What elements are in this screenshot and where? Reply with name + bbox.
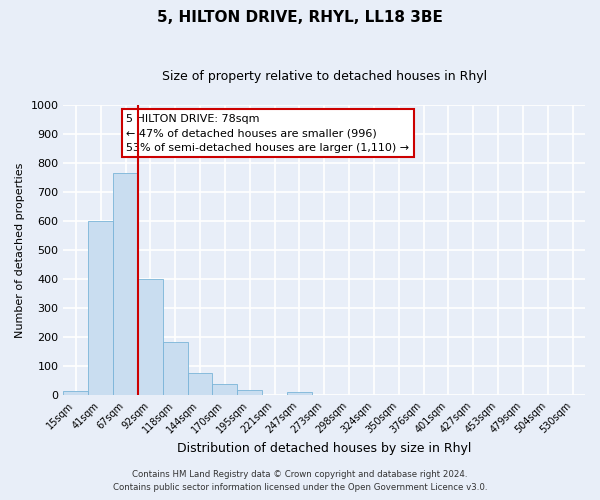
Text: 5, HILTON DRIVE, RHYL, LL18 3BE: 5, HILTON DRIVE, RHYL, LL18 3BE — [157, 10, 443, 25]
Bar — [64, 391, 88, 396]
Bar — [163, 342, 188, 396]
Text: Contains HM Land Registry data © Crown copyright and database right 2024.
Contai: Contains HM Land Registry data © Crown c… — [113, 470, 487, 492]
Bar — [237, 390, 262, 396]
Bar — [88, 221, 113, 396]
Bar — [212, 384, 237, 396]
Text: 5 HILTON DRIVE: 78sqm
← 47% of detached houses are smaller (996)
53% of semi-det: 5 HILTON DRIVE: 78sqm ← 47% of detached … — [126, 114, 409, 152]
Y-axis label: Number of detached properties: Number of detached properties — [15, 162, 25, 338]
Bar — [138, 279, 163, 396]
Bar — [113, 173, 138, 396]
Bar — [287, 392, 312, 396]
X-axis label: Distribution of detached houses by size in Rhyl: Distribution of detached houses by size … — [177, 442, 472, 455]
Bar — [188, 372, 212, 396]
Title: Size of property relative to detached houses in Rhyl: Size of property relative to detached ho… — [161, 70, 487, 83]
